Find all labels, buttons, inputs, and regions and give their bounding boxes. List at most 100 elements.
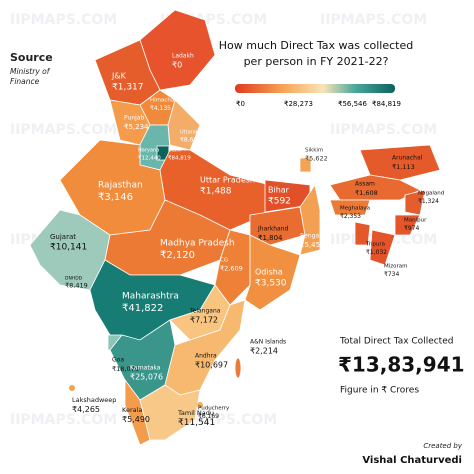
source-text: Finance (10, 77, 40, 86)
region-value: ₹1,804 (258, 234, 283, 242)
region-shape (124, 378, 151, 446)
region-shape (354, 221, 371, 246)
map-shapes (29, 9, 441, 446)
region-name: Puducherry (198, 406, 230, 412)
credit-label: Created by (423, 442, 463, 450)
region-value: ₹25,076 (130, 373, 163, 382)
region-shape (369, 229, 396, 266)
region-name: Haryana (138, 148, 159, 154)
region-name: Odisha (255, 268, 283, 277)
region-shape (69, 385, 75, 391)
region-value: ₹3,146 (98, 192, 133, 203)
region-name: Nagaland (418, 191, 444, 197)
region-value: ₹4,135 (150, 105, 171, 112)
region-name: Punjab (124, 115, 144, 122)
region-value: ₹41,822 (122, 303, 163, 314)
region-name: Arunachal (392, 155, 423, 162)
watermark: IIPMAPS.COM (10, 412, 117, 428)
region-value: ₹1,608 (355, 189, 378, 197)
region-name: Jharkhand (257, 226, 288, 233)
region-value: ₹592 (268, 197, 291, 207)
region-value: ₹12,440 (138, 155, 161, 162)
region-name: Mizoram (384, 264, 408, 270)
region-value: ₹1,317 (112, 83, 144, 93)
region-value: ₹1,324 (418, 198, 439, 205)
region-value: ₹8,419 (65, 282, 88, 290)
region-value: ₹18,070 (112, 365, 139, 373)
region-name: Tripura (365, 242, 385, 248)
region-name: Goa (112, 357, 124, 364)
region-value: ₹974 (404, 225, 419, 232)
watermark: IIPMAPS.COM (320, 12, 427, 28)
region-value: ₹3,530 (255, 279, 287, 289)
source-text: Ministry of (10, 67, 51, 76)
region-value: ₹2,214 (250, 347, 278, 356)
region-value: ₹11,541 (178, 418, 215, 428)
region-shape (249, 206, 306, 246)
region-value: ₹10,141 (50, 243, 87, 253)
region-value: ₹1,113 (392, 163, 415, 171)
total-note: Figure in ₹ Crores (340, 386, 419, 396)
legend-label: ₹56,546 (338, 100, 367, 108)
region-name: Ladakh (172, 53, 194, 60)
region-value: ₹2,353 (340, 213, 361, 220)
region-name: Tamil Nadu (177, 409, 214, 417)
region-shape (394, 214, 421, 236)
region-name: CG (220, 258, 228, 264)
region-shape (244, 234, 301, 311)
watermark: IIPMAPS.COM (10, 122, 117, 138)
region-name: Delhi (168, 148, 181, 154)
watermark: IIPMAPS.COM (10, 12, 117, 28)
region-name: DNHDD (65, 276, 83, 282)
region-value: ₹734 (384, 271, 399, 278)
region-name: Maharashtra (122, 292, 179, 302)
region-shape (299, 157, 312, 173)
region-name: Uttar Pradesh (200, 176, 255, 185)
region-value: ₹84,819 (168, 155, 191, 162)
region-value: ₹7,172 (190, 316, 218, 325)
region-name: Lakshadweep (72, 396, 116, 404)
source-label: Source (10, 51, 53, 64)
region-name: Meghalaya (340, 206, 370, 212)
region-value: ₹0 (172, 61, 182, 70)
region-shape (299, 183, 321, 256)
region-value: ₹1,488 (200, 187, 232, 197)
region-name: Manipur (404, 218, 427, 224)
region-name: Gujarat (50, 233, 76, 241)
region-value: ₹10,697 (195, 361, 228, 370)
region-name: A&N Islands (250, 339, 286, 346)
region-name: Bengal (300, 233, 321, 240)
region-value: ₹6,169 (198, 413, 219, 420)
watermark: IIPMAPS.COM (330, 122, 437, 138)
title: How much Direct Tax was collected (219, 39, 414, 52)
credit-name: Vishal Chaturvedi (362, 455, 462, 466)
region-value: ₹5,454 (300, 241, 325, 249)
legend-label: ₹28,273 (284, 100, 313, 108)
region-value: ₹2,609 (220, 265, 243, 273)
legend-label: ₹0 (236, 100, 245, 108)
region-value: ₹2,120 (160, 250, 195, 261)
region-name: Assam (355, 181, 375, 188)
region-value: ₹5,490 (122, 415, 150, 424)
region-shape (159, 149, 271, 231)
region-name: Uttarakhand (180, 130, 211, 136)
legend-gradient (235, 84, 395, 93)
watermark: IIPMAPS.COM (170, 412, 277, 428)
legend-label: ₹84,819 (372, 100, 401, 108)
region-name: Himachal (150, 98, 176, 104)
region-value: ₹5,622 (305, 155, 328, 163)
region-shape (197, 402, 203, 408)
region-name: Karnataka (130, 365, 161, 372)
region-value: ₹5,234 (124, 123, 149, 131)
region-name: Rajasthan (98, 181, 143, 191)
title: per person in FY 2021-22? (244, 55, 389, 68)
region-labels: Ladakh₹0J&K₹1,317Himachal₹4,135Punjab₹5,… (50, 53, 444, 429)
region-shape (234, 357, 242, 379)
region-name: Sikkim (305, 148, 323, 154)
region-shape (359, 144, 441, 181)
region-value: ₹8,660 (180, 137, 201, 144)
region-shape (329, 199, 371, 216)
region-value: ₹1,032 (366, 249, 387, 256)
region-name: Andhra (195, 353, 217, 360)
